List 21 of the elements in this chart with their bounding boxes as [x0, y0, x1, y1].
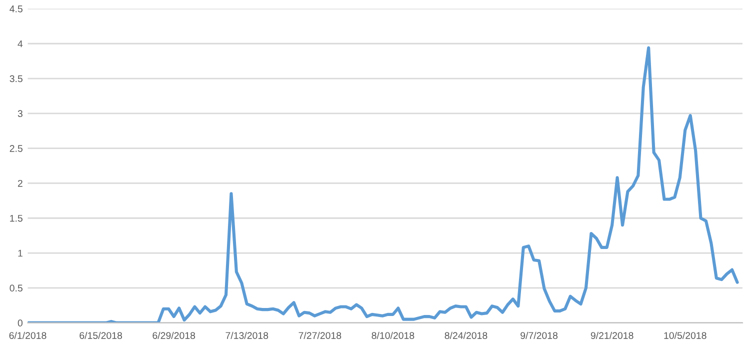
- y-tick-label: 0: [18, 320, 23, 326]
- x-tick-label: 10/5/2018: [664, 332, 706, 339]
- x-tick-label: 9/7/2018: [520, 332, 558, 339]
- y-tick-label: 3.5: [10, 75, 22, 82]
- y-tick-label: 2: [18, 180, 22, 187]
- x-tick-label: 6/29/2018: [152, 332, 196, 339]
- y-tick-label: 4.5: [10, 6, 22, 12]
- y-tick-label: 2.5: [10, 145, 22, 152]
- x-tick-label: 9/21/2018: [590, 332, 634, 339]
- x-tick-label: 7/13/2018: [226, 332, 268, 339]
- y-tick-label: 1.5: [10, 214, 22, 222]
- x-tick-label: 8/24/2018: [444, 332, 488, 339]
- x-tick-label: 7/27/2018: [298, 332, 342, 339]
- y-tick-label: 0.5: [10, 284, 22, 292]
- y-tick-label: 4: [18, 40, 23, 48]
- x-tick-label: 6/1/2018: [9, 332, 46, 339]
- x-tick-label: 8/10/2018: [372, 332, 414, 339]
- x-tick-label: 6/15/2018: [80, 332, 122, 339]
- y-tick-label: 1: [18, 250, 22, 257]
- y-tick-label: 3: [18, 110, 22, 118]
- line-series: [28, 46, 739, 323]
